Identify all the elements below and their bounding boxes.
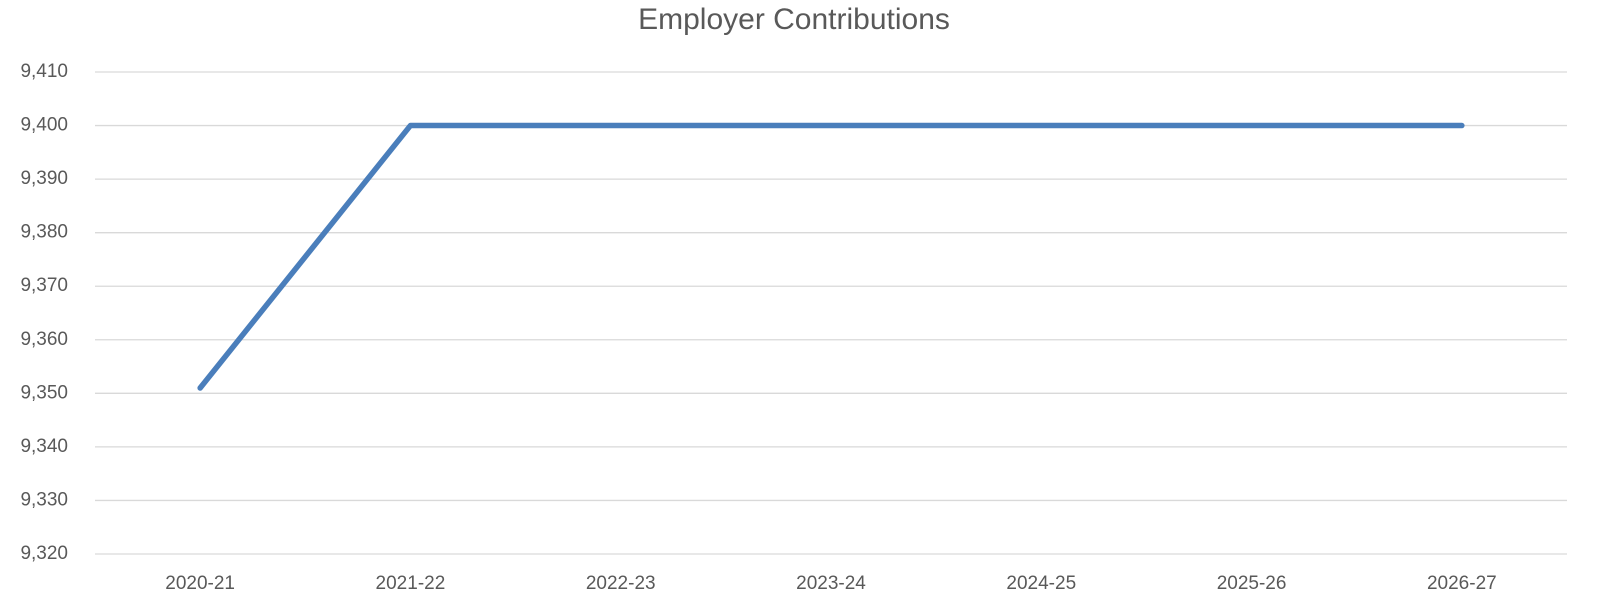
- x-tick-label: 2024-25: [1006, 573, 1076, 594]
- y-tick-label: 9,320: [20, 543, 68, 564]
- y-tick-label: 9,330: [20, 489, 68, 510]
- x-tick-label: 2026-27: [1427, 573, 1497, 594]
- y-tick-label: 9,370: [20, 275, 68, 296]
- y-tick-label: 9,340: [20, 436, 68, 457]
- x-tick-label: 2021-22: [376, 573, 446, 594]
- x-tick-label: 2020-21: [165, 573, 235, 594]
- y-tick-label: 9,380: [20, 222, 68, 243]
- y-tick-label: 9,390: [20, 168, 68, 189]
- y-tick-label: 9,350: [20, 382, 68, 403]
- x-tick-label: 2022-23: [586, 573, 656, 594]
- chart-title: Employer Contributions: [638, 3, 950, 36]
- y-tick-label: 9,400: [20, 115, 68, 136]
- y-tick-label: 9,410: [20, 61, 68, 82]
- x-tick-label: 2025-26: [1217, 573, 1287, 594]
- x-tick-label: 2023-24: [796, 573, 866, 594]
- y-tick-label: 9,360: [20, 329, 68, 350]
- data-line: [197, 122, 1465, 391]
